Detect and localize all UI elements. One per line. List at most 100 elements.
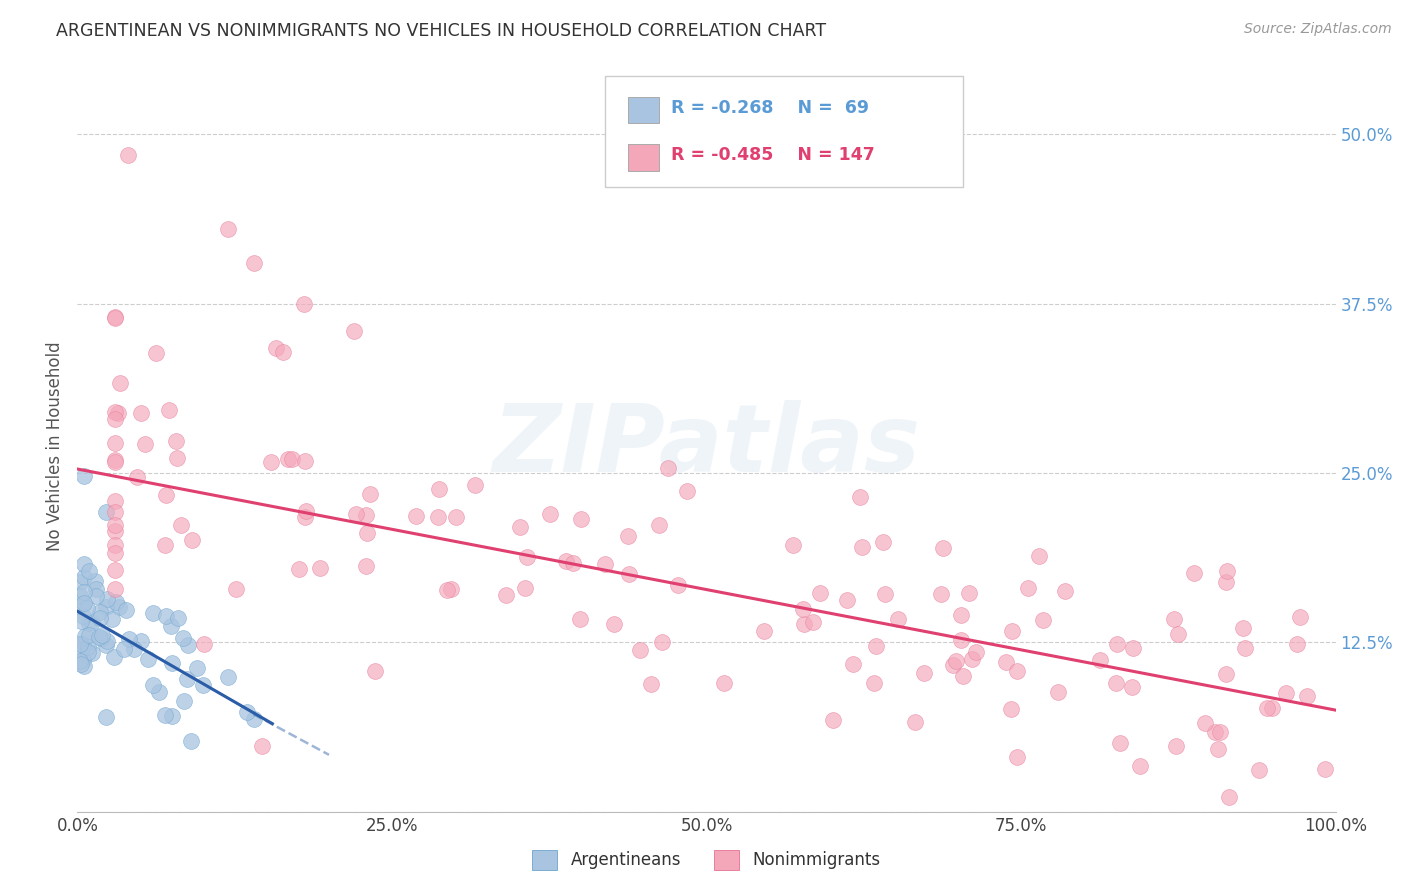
Point bbox=[155, 608, 177, 623]
Point bbox=[191, 677, 215, 691]
Point bbox=[1053, 584, 1076, 599]
Text: Source: ZipAtlas.com: Source: ZipAtlas.com bbox=[1244, 22, 1392, 37]
Point bbox=[1167, 626, 1189, 640]
Point bbox=[155, 708, 177, 723]
Point bbox=[72, 637, 94, 651]
Point bbox=[359, 487, 381, 501]
Point bbox=[295, 504, 318, 518]
Point bbox=[1289, 610, 1312, 624]
Point bbox=[1032, 613, 1054, 627]
Point bbox=[1166, 739, 1188, 754]
Point bbox=[236, 706, 259, 720]
Point bbox=[1090, 653, 1112, 667]
Point bbox=[960, 652, 983, 666]
Point bbox=[142, 678, 165, 692]
Point bbox=[617, 566, 640, 581]
Point bbox=[1109, 736, 1132, 750]
Point bbox=[872, 534, 894, 549]
Point bbox=[96, 592, 118, 607]
Point bbox=[160, 619, 183, 633]
Point bbox=[105, 595, 128, 609]
Point bbox=[145, 345, 167, 359]
Point bbox=[104, 524, 127, 538]
Point bbox=[603, 616, 626, 631]
Point bbox=[356, 559, 378, 574]
Point bbox=[72, 658, 94, 673]
Point bbox=[217, 222, 239, 236]
Point bbox=[616, 529, 638, 543]
Point bbox=[801, 615, 824, 629]
Point bbox=[125, 470, 148, 484]
Point bbox=[107, 406, 129, 420]
Point bbox=[104, 538, 127, 552]
Point bbox=[112, 642, 135, 657]
Point bbox=[640, 677, 662, 691]
Point bbox=[94, 638, 117, 652]
Point bbox=[713, 676, 735, 690]
Point bbox=[142, 606, 165, 620]
Point bbox=[104, 411, 127, 425]
Point bbox=[104, 582, 127, 597]
Point bbox=[173, 694, 195, 708]
Point bbox=[344, 507, 367, 521]
Point bbox=[363, 665, 385, 679]
Point bbox=[129, 633, 152, 648]
Point bbox=[104, 455, 127, 469]
Point bbox=[1182, 566, 1205, 580]
Point bbox=[752, 624, 775, 638]
Point bbox=[166, 450, 188, 465]
Point bbox=[242, 713, 264, 727]
Point bbox=[995, 656, 1018, 670]
Point bbox=[1233, 641, 1256, 656]
Point bbox=[427, 482, 450, 496]
Point bbox=[782, 538, 804, 552]
Point bbox=[912, 666, 935, 681]
Point bbox=[1232, 622, 1254, 636]
Point bbox=[628, 643, 651, 657]
Point bbox=[354, 508, 377, 522]
Text: R = -0.485    N = 147: R = -0.485 N = 147 bbox=[671, 146, 875, 164]
Point bbox=[965, 645, 987, 659]
Point bbox=[356, 525, 378, 540]
Point bbox=[69, 644, 91, 658]
Text: R = -0.268    N =  69: R = -0.268 N = 69 bbox=[671, 99, 869, 117]
Point bbox=[593, 558, 616, 572]
Point bbox=[72, 609, 94, 624]
Text: ZIPatlas: ZIPatlas bbox=[492, 400, 921, 492]
Point bbox=[70, 614, 93, 628]
Point bbox=[94, 709, 117, 723]
Point bbox=[1247, 764, 1270, 778]
Text: ARGENTINEAN VS NONIMMIGRANTS NO VEHICLES IN HOUSEHOLD CORRELATION CHART: ARGENTINEAN VS NONIMMIGRANTS NO VEHICLES… bbox=[56, 22, 827, 40]
Point bbox=[69, 654, 91, 668]
Point bbox=[1256, 701, 1278, 715]
Point bbox=[277, 451, 299, 466]
Point bbox=[929, 587, 952, 601]
Point bbox=[294, 454, 316, 468]
Point bbox=[949, 608, 972, 623]
Point bbox=[1285, 637, 1308, 651]
Point bbox=[405, 508, 427, 523]
Point bbox=[94, 505, 117, 519]
Point bbox=[134, 437, 156, 451]
Point bbox=[1121, 680, 1143, 694]
Point bbox=[84, 589, 107, 603]
Point bbox=[1163, 612, 1185, 626]
Point bbox=[160, 709, 183, 723]
Point bbox=[104, 405, 127, 419]
Point bbox=[217, 670, 239, 684]
Point bbox=[932, 541, 955, 556]
Point bbox=[90, 631, 112, 645]
Point bbox=[89, 605, 111, 619]
Point bbox=[569, 512, 592, 526]
Point bbox=[186, 661, 208, 675]
Point bbox=[260, 455, 283, 469]
Point bbox=[73, 570, 96, 584]
Point bbox=[271, 345, 294, 359]
Point bbox=[810, 586, 832, 600]
Point bbox=[250, 739, 273, 753]
Point bbox=[1005, 664, 1028, 678]
Point bbox=[444, 510, 467, 524]
Point bbox=[77, 645, 100, 659]
Point bbox=[1129, 758, 1152, 772]
Point bbox=[136, 652, 159, 666]
